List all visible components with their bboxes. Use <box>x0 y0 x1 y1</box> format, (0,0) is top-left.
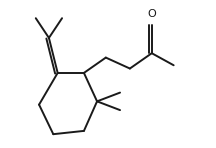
Text: O: O <box>147 9 156 19</box>
